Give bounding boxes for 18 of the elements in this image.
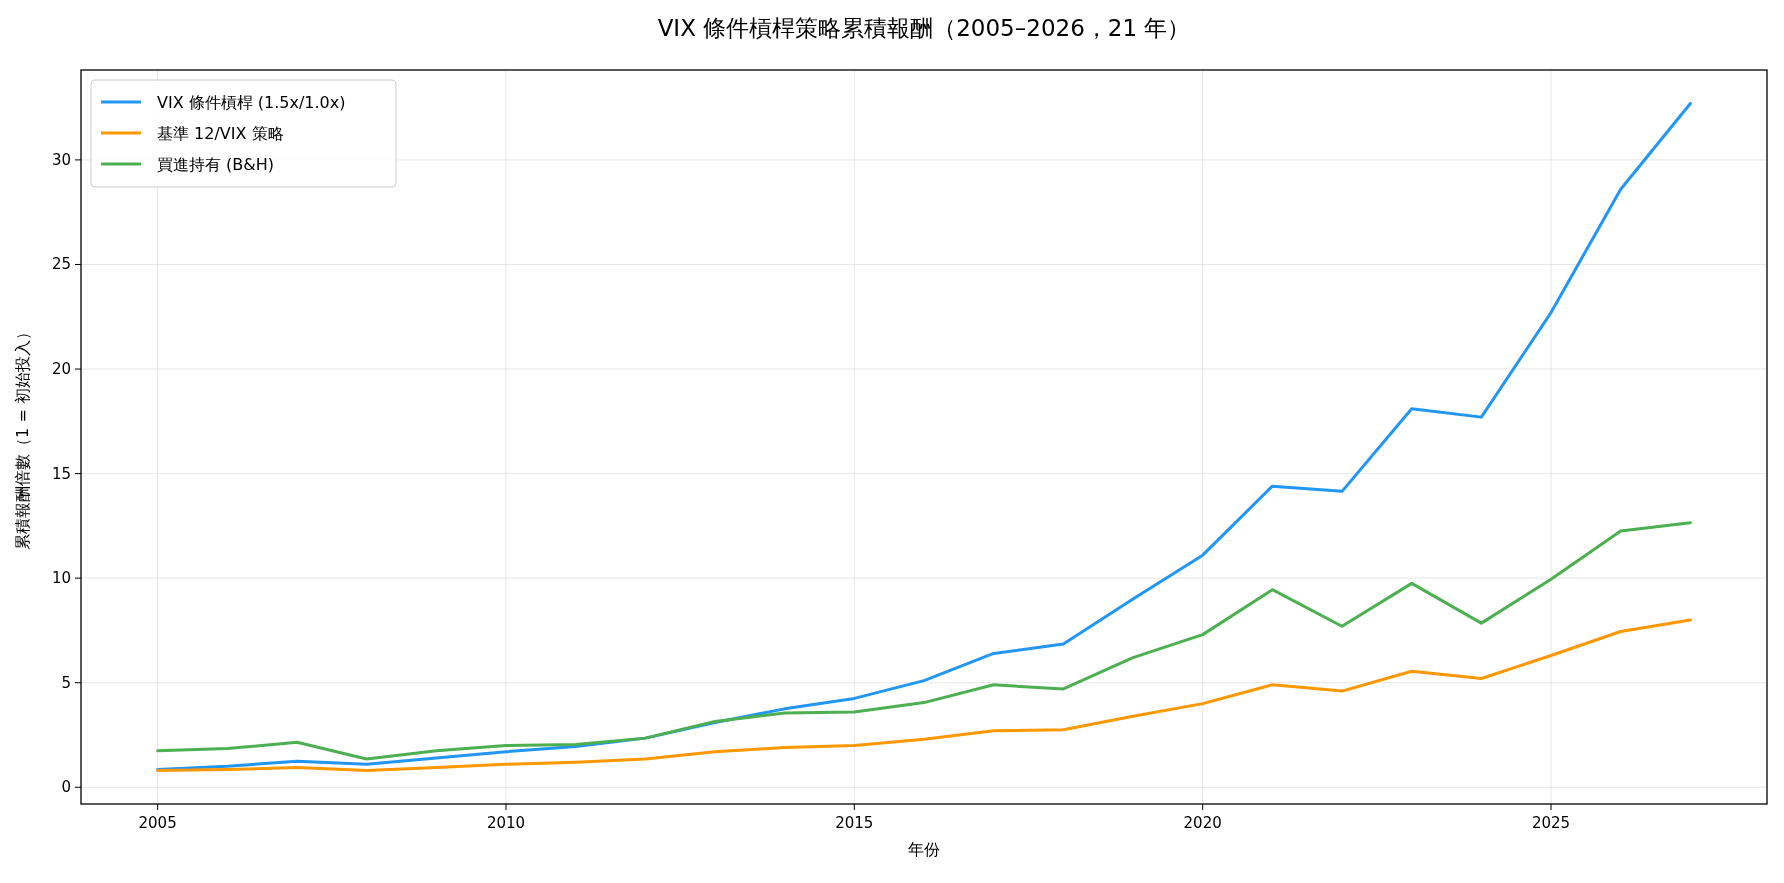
y-tick-label: 5 [61, 673, 71, 692]
legend-label: 基準 12/VIX 策略 [157, 124, 284, 143]
legend-label: 買進持有 (B&H) [157, 155, 275, 174]
y-tick-label: 15 [51, 464, 71, 483]
y-tick-label: 10 [51, 569, 71, 588]
y-tick-label: 25 [51, 255, 71, 274]
x-axis-title: 年份 [908, 840, 940, 859]
x-tick-label: 2005 [138, 814, 177, 832]
x-tick-label: 2015 [835, 814, 874, 832]
y-tick-label: 20 [51, 360, 71, 379]
legend-label: VIX 條件槓桿 (1.5x/1.0x) [157, 93, 346, 112]
x-tick-label: 2025 [1531, 814, 1571, 832]
y-tick-label: 0 [61, 778, 71, 797]
y-axis-title: 累積報酬倍數（1 = 初始投入） [13, 324, 32, 550]
x-tick-label: 2020 [1183, 814, 1222, 832]
chart-title: VIX 條件槓桿策略累積報酬（2005–2026，21 年） [657, 15, 1191, 41]
x-tick-label: 2010 [486, 814, 526, 832]
y-tick-label: 30 [51, 150, 71, 169]
